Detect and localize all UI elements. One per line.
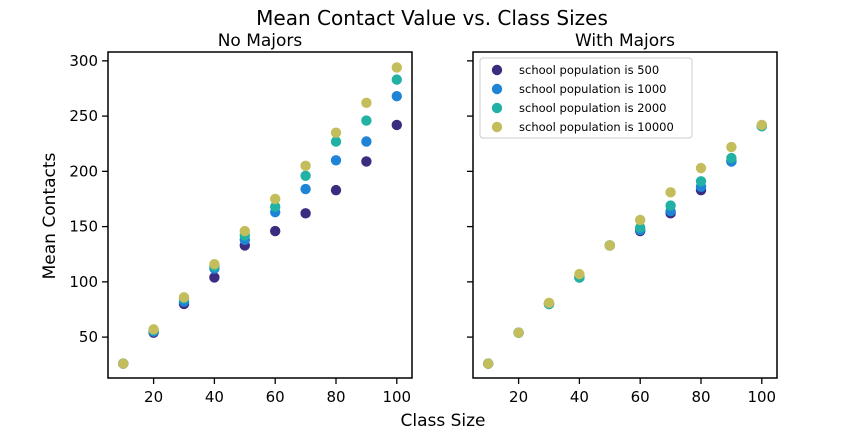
x-tick-label-1-1: 40 [570, 388, 589, 406]
plot-frame-with-majors [472, 51, 778, 379]
point-pop10000-0-7 [330, 127, 342, 138]
point-pop2000-1-8 [726, 152, 737, 164]
point-pop10000-0-9 [391, 62, 402, 73]
x-tick-label-0-1: 40 [205, 388, 224, 406]
point-pop2000-1-5 [635, 222, 646, 233]
axes-with-majors: 20 40 60 80 100 [467, 60, 776, 406]
point-pop10000-0-1 [148, 324, 159, 335]
legend-marker-pop10000 [491, 121, 503, 133]
x-tick-label-0-4: 100 [382, 388, 411, 406]
point-pop10000-1-8 [726, 141, 737, 153]
point-pop10000-0-5 [270, 193, 281, 205]
legend-label-pop2000: school population is 2000 [519, 101, 666, 115]
x-tick-label-1-2: 60 [631, 388, 650, 406]
legend: school population is 500 school populatio… [479, 57, 693, 139]
axes-no-majors: 20 40 60 80 100 50 100 150 200 250 300 [69, 52, 411, 406]
point-pop2000-0-7 [330, 136, 342, 147]
point-pop500-0-3 [209, 272, 220, 283]
point-pop10000-1-9 [756, 119, 767, 131]
point-pop2000-0-5 [270, 201, 281, 212]
point-pop500-0-5 [270, 225, 281, 237]
plot-frame-no-majors [107, 51, 413, 379]
point-pop10000-1-4 [604, 240, 615, 251]
panel-title-with-majors: With Majors [575, 31, 675, 51]
point-pop10000-1-2 [543, 297, 555, 309]
point-pop2000-0-6 [300, 170, 311, 181]
point-pop10000-1-3 [574, 268, 585, 280]
point-pop500-0-6 [300, 208, 311, 219]
point-pop500-0-9 [391, 119, 402, 131]
point-pop10000-1-1 [513, 327, 524, 338]
point-pop500-0-8 [361, 156, 372, 167]
point-pop10000-1-0 [483, 358, 494, 369]
point-pop500-0-7 [330, 184, 342, 196]
x-tick-label-1-3: 80 [691, 388, 710, 406]
x-tick-label-1-4: 100 [747, 388, 776, 406]
x-tick-label-0-3: 80 [326, 388, 345, 406]
point-pop2000-0-8 [361, 115, 372, 126]
legend-label-pop500: school population is 500 [519, 63, 659, 77]
point-pop10000-0-0 [118, 358, 129, 369]
point-pop10000-0-6 [300, 160, 311, 172]
point-pop1000-0-6 [300, 183, 311, 195]
scatter-marks-no-majors [118, 62, 402, 369]
point-pop10000-1-5 [635, 214, 646, 226]
point-pop10000-0-2 [178, 292, 190, 303]
point-pop10000-1-7 [695, 162, 707, 174]
figure-xlabel: Class Size [400, 411, 485, 431]
legend-items: school population is 500 school populatio… [491, 63, 674, 134]
point-pop1000-0-7 [330, 155, 342, 166]
point-pop10000-0-8 [361, 97, 372, 109]
panel-no-majors: No Majors 20 40 60 80 100 50 100 150 200 250 300 [69, 31, 413, 406]
y-tick-label-0-1: 100 [69, 273, 98, 291]
legend-box [479, 57, 693, 139]
x-tick-label-0-2: 60 [266, 388, 285, 406]
point-pop2000-0-9 [391, 74, 402, 85]
legend-marker-pop500 [491, 64, 503, 76]
y-tick-label-0-0: 50 [79, 328, 98, 346]
legend-label-pop10000: school population is 10000 [519, 120, 674, 134]
point-pop10000-0-4 [239, 225, 250, 237]
figure-title: Mean Contact Value vs. Class Sizes [256, 6, 608, 30]
point-pop2000-1-7 [695, 176, 707, 187]
point-pop10000-1-6 [665, 187, 676, 198]
legend-label-pop1000: school population is 1000 [519, 82, 666, 96]
y-tick-label-0-5: 300 [69, 52, 98, 70]
point-pop1000-0-9 [391, 91, 402, 102]
x-tick-label-1-0: 20 [509, 388, 528, 406]
point-pop10000-0-3 [209, 258, 220, 270]
panel-title-no-majors: No Majors [218, 31, 303, 51]
legend-marker-pop1000 [491, 83, 503, 95]
x-tick-label-0-0: 20 [144, 388, 163, 406]
point-pop2000-1-6 [665, 200, 676, 211]
scatter-marks-with-majors [483, 119, 767, 369]
point-pop1000-0-8 [361, 136, 372, 147]
panel-with-majors: With Majors 20 40 60 80 100 school populatio… [467, 31, 778, 406]
figure-ylabel: Mean Contacts [40, 153, 60, 280]
y-tick-label-0-2: 150 [69, 218, 98, 236]
y-tick-label-0-4: 250 [69, 107, 98, 125]
y-tick-label-0-3: 200 [69, 162, 98, 180]
legend-marker-pop2000 [491, 102, 503, 114]
